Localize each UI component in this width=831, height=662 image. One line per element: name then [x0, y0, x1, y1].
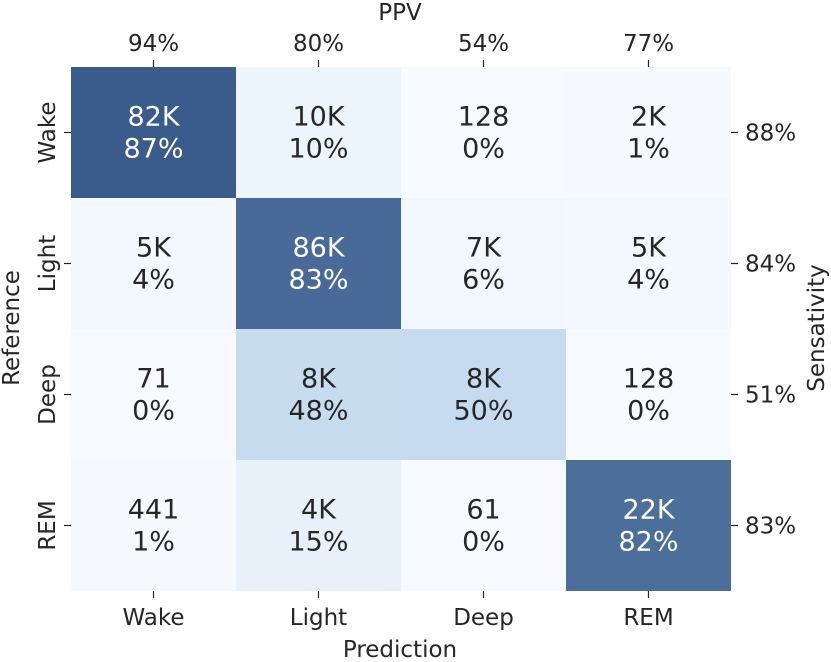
- cell-percent-label: 82%: [618, 527, 678, 558]
- axis-ticks: Wake Light Deep REM 94% 80% 54% 77% Wake Light Dee…: [35, 31, 796, 631]
- cell-percent-label: 6%: [462, 265, 505, 296]
- cell-count-label: 2K: [631, 102, 667, 133]
- top-axis-title: PPV: [378, 0, 422, 26]
- cell-count-label: 82K: [127, 102, 180, 133]
- cell-count-label: 4K: [301, 495, 337, 526]
- ppv-tick-label: 54%: [458, 31, 509, 57]
- cell-count-label: 128: [458, 102, 510, 133]
- cell-percent-label: 83%: [288, 265, 348, 296]
- x-tick-label: Deep: [453, 605, 514, 631]
- sensitivity-tick-label: 88%: [745, 121, 796, 147]
- cell-percent-label: 48%: [288, 396, 348, 427]
- cell-count-label: 5K: [631, 233, 667, 264]
- ppv-tick-label: 80%: [293, 31, 344, 57]
- heatmap-cell-wake-rem: [566, 67, 731, 198]
- cell-count-label: 8K: [466, 364, 502, 395]
- cell-count-label: 5K: [136, 233, 172, 264]
- heatmap-cell-wake-deep: [401, 67, 566, 198]
- cell-count-label: 61: [466, 495, 500, 526]
- ppv-tick-label: 94%: [128, 31, 179, 57]
- cell-percent-label: 0%: [462, 134, 505, 165]
- y-tick-label: REM: [35, 500, 61, 550]
- heatmap-cell-rem-deep: [401, 460, 566, 591]
- cell-count-label: 86K: [292, 233, 345, 264]
- cell-percent-label: 10%: [288, 134, 348, 165]
- cell-percent-label: 0%: [462, 527, 505, 558]
- heatmap-cell-light-light: [236, 198, 401, 329]
- y-tick-label: Wake: [35, 101, 61, 163]
- cell-count-label: 71: [136, 364, 170, 395]
- right-axis-title: Sensativity: [804, 264, 830, 391]
- heatmap-cell-wake-light: [236, 67, 401, 198]
- cell-percent-label: 4%: [132, 265, 175, 296]
- cell-percent-label: 1%: [627, 134, 670, 165]
- heatmap-cell-light-rem: [566, 198, 731, 329]
- cell-count-label: 10K: [292, 102, 345, 133]
- sensitivity-tick-label: 83%: [745, 514, 796, 540]
- cell-count-label: 7K: [466, 233, 502, 264]
- cell-percent-label: 1%: [132, 527, 175, 558]
- heatmap-cell-rem-light: [236, 460, 401, 591]
- heatmap-cell-deep-wake: [71, 329, 236, 460]
- cell-percent-label: 50%: [453, 396, 513, 427]
- heatmap-cell-deep-light: [236, 329, 401, 460]
- cell-percent-label: 0%: [627, 396, 670, 427]
- x-axis-title: Prediction: [343, 637, 457, 662]
- x-tick-label: Light: [290, 605, 347, 631]
- heatmap-cell-deep-rem: [566, 329, 731, 460]
- cell-count-label: 128: [623, 364, 675, 395]
- cell-count-label: 441: [128, 495, 180, 526]
- cell-count-label: 22K: [622, 495, 675, 526]
- sensitivity-tick-label: 84%: [745, 252, 796, 278]
- x-tick-label: Wake: [122, 605, 184, 631]
- y-tick-label: Deep: [35, 364, 61, 425]
- cell-percent-label: 0%: [132, 396, 175, 427]
- heatmap-cell-rem-wake: [71, 460, 236, 591]
- x-tick-label: REM: [623, 605, 673, 631]
- y-tick-label: Light: [35, 235, 61, 292]
- cell-percent-label: 4%: [627, 265, 670, 296]
- sensitivity-tick-label: 51%: [745, 383, 796, 409]
- heatmap-cell-light-deep: [401, 198, 566, 329]
- heatmap-cells: [71, 67, 731, 591]
- heatmap-cell-deep-deep: [401, 329, 566, 460]
- heatmap-cell-rem-rem: [566, 460, 731, 591]
- cell-percent-label: 87%: [123, 134, 183, 165]
- cell-count-label: 8K: [301, 364, 337, 395]
- y-axis-title: Reference: [0, 270, 25, 386]
- heatmap-cell-labels: 82K87%10K10%1280%2K1%5K4%86K83%7K6%5K4%7…: [123, 102, 678, 558]
- heatmap-cell-wake-wake: [71, 67, 236, 198]
- cell-percent-label: 15%: [288, 527, 348, 558]
- ppv-tick-label: 77%: [623, 31, 674, 57]
- heatmap-cell-light-wake: [71, 198, 236, 329]
